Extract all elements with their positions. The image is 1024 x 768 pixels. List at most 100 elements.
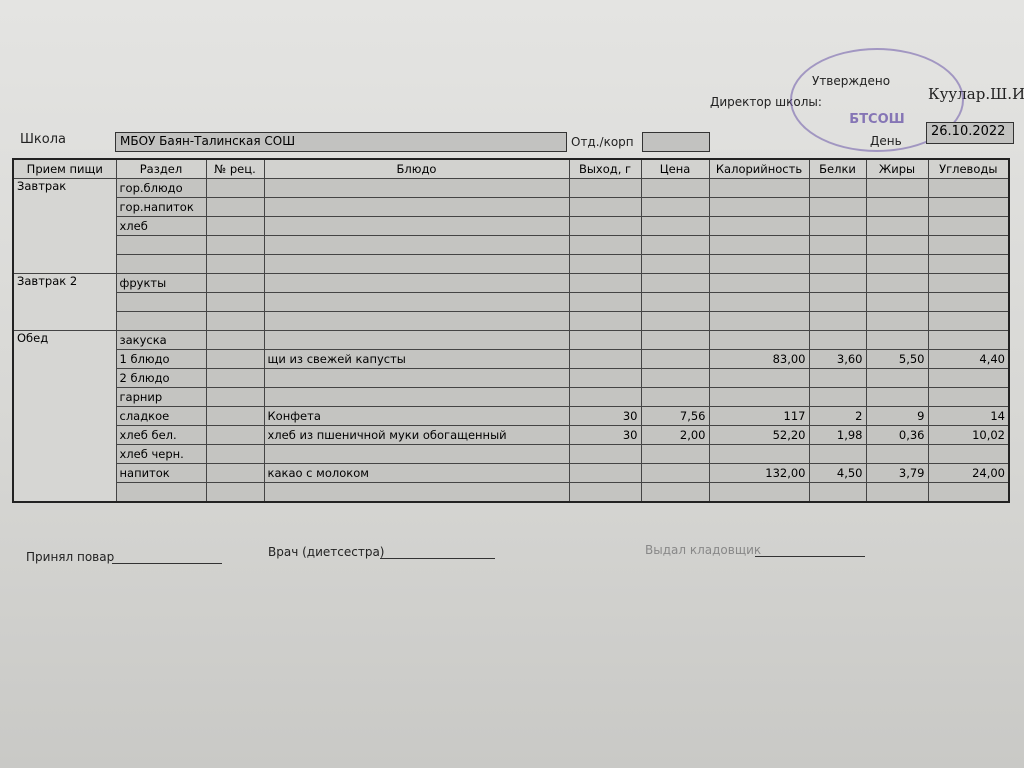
sign-line <box>112 563 222 564</box>
table-cell: гор.блюдо <box>115 178 207 198</box>
table-cell: 30 <box>568 406 642 426</box>
table-cell: 7,56 <box>640 406 710 426</box>
table-cell <box>708 311 810 331</box>
table-cell <box>865 216 929 236</box>
table-cell <box>12 254 117 274</box>
table-cell <box>640 197 710 217</box>
table-cell <box>568 463 642 483</box>
table-cell <box>205 368 265 388</box>
table-cell: щи из свежей капусты <box>263 349 570 369</box>
table-cell <box>808 311 867 331</box>
table-row <box>12 235 1010 255</box>
table-cell <box>263 273 570 293</box>
table-cell <box>640 482 710 503</box>
storekeeper-sign: Выдал кладовщик <box>645 543 762 557</box>
table-cell <box>865 387 929 407</box>
table-cell: закуска <box>115 330 207 350</box>
column-header: Выход, г <box>568 158 642 179</box>
table-cell <box>568 368 642 388</box>
table-cell <box>205 425 265 445</box>
table-cell <box>708 444 810 464</box>
table-cell: 0,36 <box>865 425 929 445</box>
table-cell <box>640 463 710 483</box>
table-cell <box>865 197 929 217</box>
table-cell <box>865 292 929 312</box>
table-row: гор.напиток <box>12 197 1010 217</box>
table-cell: 83,00 <box>708 349 810 369</box>
table-cell <box>640 349 710 369</box>
table-row: Завтрак 2 фрукты <box>12 273 1010 293</box>
table-cell <box>12 235 117 255</box>
doctor-sign: Врач (диетсестра) <box>268 545 385 559</box>
table-cell <box>865 178 929 198</box>
table-cell: 24,00 <box>927 463 1010 483</box>
column-header: Блюдо <box>263 158 570 179</box>
table-cell <box>205 406 265 426</box>
table-cell <box>927 197 1010 217</box>
table-cell <box>927 482 1010 503</box>
table-cell <box>115 235 207 255</box>
table-cell <box>708 292 810 312</box>
table-cell: 1,98 <box>808 425 867 445</box>
table-cell: хлеб бел. <box>115 425 207 445</box>
table-cell <box>808 273 867 293</box>
table-row <box>12 254 1010 274</box>
table-cell <box>927 387 1010 407</box>
table-cell <box>568 444 642 464</box>
table-cell <box>640 235 710 255</box>
table-cell <box>640 178 710 198</box>
table-cell: 4,50 <box>808 463 867 483</box>
table-cell <box>808 216 867 236</box>
table-cell <box>640 311 710 331</box>
table-cell <box>12 197 117 217</box>
table-cell <box>640 292 710 312</box>
table-cell <box>205 349 265 369</box>
table-cell <box>568 254 642 274</box>
table-cell <box>263 292 570 312</box>
table-cell <box>205 216 265 236</box>
table-cell: 132,00 <box>708 463 810 483</box>
table-cell <box>808 178 867 198</box>
table-row: 2 блюдо <box>12 368 1010 388</box>
table-cell <box>927 368 1010 388</box>
table-cell <box>808 387 867 407</box>
table-cell <box>808 330 867 350</box>
table-cell <box>865 273 929 293</box>
column-header: Раздел <box>115 158 207 179</box>
table-cell <box>12 463 117 483</box>
sign-line <box>380 558 495 559</box>
table-cell <box>927 216 1010 236</box>
table-cell: фрукты <box>115 273 207 293</box>
sign-line <box>755 556 865 557</box>
table-cell <box>640 254 710 274</box>
table-cell <box>927 178 1010 198</box>
table-cell <box>927 330 1010 350</box>
school-label: Школа <box>20 132 66 147</box>
table-cell <box>205 311 265 331</box>
table-cell <box>568 330 642 350</box>
table-row: Завтрак гор.блюдо <box>12 178 1010 198</box>
column-header: Углеводы <box>927 158 1010 179</box>
table-cell: напиток <box>115 463 207 483</box>
menu-table: Прием пищи Раздел № рец. Блюдо Выход, г Цена К… <box>12 158 1010 503</box>
table-cell: Обед <box>12 330 117 350</box>
table-cell <box>808 197 867 217</box>
header-row: Прием пищи Раздел № рец. Блюдо Выход, г Цена К… <box>12 158 1010 179</box>
table-cell: 4,40 <box>927 349 1010 369</box>
table-cell <box>808 444 867 464</box>
table-cell <box>927 254 1010 274</box>
table-cell <box>708 330 810 350</box>
table-cell <box>640 387 710 407</box>
table-cell <box>808 482 867 503</box>
table-cell <box>568 482 642 503</box>
table-cell <box>708 387 810 407</box>
table-row: хлеб бел. хлеб из пшеничной муки обогащен… <box>12 425 1010 445</box>
table-cell <box>12 425 117 445</box>
table-cell <box>808 292 867 312</box>
column-header: Прием пищи <box>12 158 117 179</box>
table-cell <box>568 349 642 369</box>
table-cell <box>927 444 1010 464</box>
table-row: хлеб <box>12 216 1010 236</box>
